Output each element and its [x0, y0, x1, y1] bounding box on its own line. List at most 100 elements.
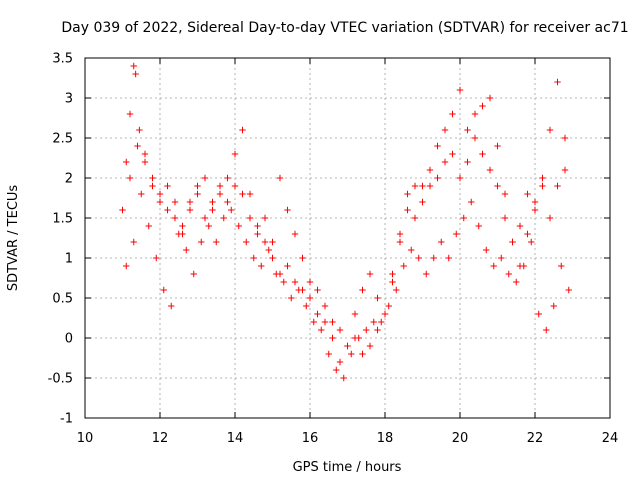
y-tick-label: 3	[65, 92, 73, 107]
data-point	[456, 174, 464, 182]
data-point	[318, 326, 325, 334]
data-point	[351, 334, 359, 342]
data-point	[441, 158, 449, 166]
data-point	[231, 182, 239, 190]
data-point	[479, 150, 486, 158]
data-point	[153, 254, 160, 262]
data-point	[400, 262, 407, 270]
x-tick-label: 24	[602, 431, 619, 446]
data-point	[291, 278, 299, 286]
data-point	[156, 190, 164, 198]
data-point	[471, 110, 479, 118]
data-point	[434, 142, 441, 150]
data-point	[314, 310, 321, 318]
data-point	[531, 206, 539, 214]
data-point	[329, 318, 336, 326]
data-point	[565, 286, 572, 294]
data-point	[513, 278, 520, 286]
data-point	[194, 190, 201, 198]
data-point	[344, 342, 351, 350]
data-point	[138, 190, 145, 198]
data-point	[306, 278, 314, 286]
data-point	[126, 110, 134, 118]
data-point	[231, 150, 239, 158]
data-point	[524, 230, 531, 238]
data-point	[501, 214, 509, 222]
data-point	[464, 126, 471, 134]
data-point	[261, 214, 269, 222]
data-point	[535, 310, 542, 318]
data-point	[464, 158, 471, 166]
data-point	[321, 302, 329, 310]
data-point	[123, 262, 130, 270]
data-point	[468, 198, 475, 206]
data-point	[321, 318, 329, 326]
data-point	[119, 206, 126, 214]
data-point	[396, 238, 404, 246]
data-point	[419, 198, 426, 206]
data-point	[194, 182, 201, 190]
data-point	[486, 166, 494, 174]
data-point	[201, 214, 209, 222]
data-point	[475, 222, 482, 230]
data-point	[426, 182, 434, 190]
data-point	[449, 110, 456, 118]
data-point	[136, 126, 143, 134]
x-tick-label: 18	[377, 431, 394, 446]
data-point	[171, 214, 179, 222]
y-tick-label: 2.5	[52, 132, 73, 147]
data-point	[434, 174, 441, 182]
data-point	[145, 222, 152, 230]
data-point	[216, 190, 224, 198]
data-point	[336, 358, 344, 366]
data-point	[460, 214, 467, 222]
data-point	[246, 190, 254, 198]
grid-lines	[85, 58, 610, 418]
data-point	[351, 310, 359, 318]
data-point	[486, 94, 494, 102]
data-point	[198, 238, 205, 246]
data-point	[370, 318, 377, 326]
data-point	[190, 270, 197, 278]
data-point	[132, 70, 139, 78]
data-point	[164, 206, 171, 214]
data-point	[389, 270, 396, 278]
data-point	[426, 166, 434, 174]
data-point	[254, 222, 261, 230]
data-point	[381, 310, 389, 318]
data-point	[201, 174, 209, 182]
data-point	[134, 142, 141, 150]
data-point	[505, 270, 512, 278]
data-point	[258, 262, 265, 270]
series-track-c	[126, 134, 569, 358]
data-point	[183, 246, 190, 254]
data-point	[299, 254, 306, 262]
data-point	[160, 286, 167, 294]
data-point	[310, 318, 317, 326]
data-point	[254, 230, 261, 238]
y-tick-label: 0.5	[52, 292, 73, 307]
y-tick-label: 3.5	[52, 52, 73, 67]
data-point	[558, 262, 565, 270]
data-point	[490, 262, 497, 270]
data-point	[543, 326, 550, 334]
data-point	[141, 158, 149, 166]
data-point	[445, 254, 452, 262]
data-point	[554, 78, 561, 86]
data-point	[494, 182, 501, 190]
data-point	[336, 326, 344, 334]
x-tick-label: 14	[227, 431, 244, 446]
data-point	[179, 222, 186, 230]
y-tick-label: 0	[65, 332, 73, 347]
data-point	[280, 278, 287, 286]
data-point	[265, 246, 272, 254]
data-point	[494, 142, 501, 150]
data-point	[209, 198, 216, 206]
data-points	[119, 62, 572, 382]
data-point	[423, 270, 430, 278]
data-point	[389, 278, 396, 286]
data-point	[516, 222, 524, 230]
data-point	[415, 254, 422, 262]
data-point	[291, 230, 299, 238]
